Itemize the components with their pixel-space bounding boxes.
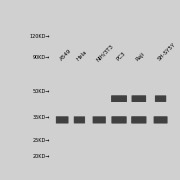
FancyBboxPatch shape (111, 95, 127, 102)
FancyBboxPatch shape (112, 96, 126, 101)
FancyBboxPatch shape (113, 118, 125, 122)
FancyBboxPatch shape (114, 98, 125, 100)
FancyBboxPatch shape (132, 117, 145, 123)
Text: A549: A549 (59, 48, 72, 62)
FancyBboxPatch shape (57, 117, 68, 123)
FancyBboxPatch shape (113, 118, 125, 122)
FancyBboxPatch shape (156, 96, 165, 101)
FancyBboxPatch shape (75, 118, 84, 122)
FancyBboxPatch shape (132, 96, 146, 102)
FancyBboxPatch shape (154, 116, 168, 123)
FancyBboxPatch shape (113, 97, 125, 101)
FancyBboxPatch shape (74, 117, 84, 123)
FancyBboxPatch shape (155, 96, 166, 102)
FancyBboxPatch shape (133, 118, 145, 122)
Text: 90KD→: 90KD→ (33, 55, 50, 60)
Text: 35KD→: 35KD→ (32, 115, 50, 120)
FancyBboxPatch shape (132, 96, 145, 101)
FancyBboxPatch shape (133, 97, 144, 101)
FancyBboxPatch shape (132, 96, 146, 102)
FancyBboxPatch shape (75, 119, 83, 121)
FancyBboxPatch shape (154, 117, 167, 123)
FancyBboxPatch shape (111, 96, 127, 102)
FancyBboxPatch shape (112, 96, 126, 101)
FancyBboxPatch shape (74, 117, 85, 123)
FancyBboxPatch shape (134, 119, 144, 121)
FancyBboxPatch shape (155, 96, 166, 102)
FancyBboxPatch shape (57, 118, 67, 122)
FancyBboxPatch shape (57, 118, 67, 122)
FancyBboxPatch shape (133, 96, 145, 101)
FancyBboxPatch shape (133, 117, 145, 122)
FancyBboxPatch shape (156, 119, 165, 121)
FancyBboxPatch shape (156, 97, 165, 101)
FancyBboxPatch shape (155, 118, 166, 122)
Text: 20KD→: 20KD→ (32, 154, 50, 159)
FancyBboxPatch shape (155, 118, 166, 122)
FancyBboxPatch shape (112, 117, 126, 123)
FancyBboxPatch shape (94, 118, 104, 122)
FancyBboxPatch shape (75, 117, 84, 123)
FancyBboxPatch shape (156, 96, 166, 101)
FancyBboxPatch shape (93, 117, 105, 123)
FancyBboxPatch shape (156, 97, 165, 101)
FancyBboxPatch shape (112, 117, 126, 123)
FancyBboxPatch shape (94, 117, 105, 123)
Text: SH-SY5Y: SH-SY5Y (157, 42, 177, 62)
FancyBboxPatch shape (132, 117, 146, 123)
FancyBboxPatch shape (93, 117, 106, 123)
FancyBboxPatch shape (131, 116, 147, 123)
FancyBboxPatch shape (75, 118, 84, 122)
FancyBboxPatch shape (57, 117, 67, 122)
FancyBboxPatch shape (134, 98, 144, 100)
FancyBboxPatch shape (74, 116, 85, 123)
FancyBboxPatch shape (93, 116, 106, 123)
FancyBboxPatch shape (74, 117, 85, 123)
Text: PC3: PC3 (116, 51, 127, 62)
Text: NIH/3T3: NIH/3T3 (96, 43, 115, 62)
FancyBboxPatch shape (112, 96, 125, 101)
Text: Raji: Raji (135, 51, 146, 62)
FancyBboxPatch shape (133, 96, 145, 101)
Text: 120KD→: 120KD→ (29, 34, 50, 39)
Text: Hela: Hela (76, 50, 88, 62)
FancyBboxPatch shape (56, 117, 68, 123)
FancyBboxPatch shape (75, 117, 84, 122)
FancyBboxPatch shape (56, 117, 68, 123)
Text: 50KD→: 50KD→ (32, 89, 50, 94)
FancyBboxPatch shape (157, 98, 165, 100)
Text: 25KD→: 25KD→ (32, 138, 50, 143)
FancyBboxPatch shape (114, 119, 124, 121)
FancyBboxPatch shape (112, 117, 125, 123)
FancyBboxPatch shape (57, 117, 68, 123)
FancyBboxPatch shape (113, 117, 125, 122)
FancyBboxPatch shape (155, 95, 166, 102)
FancyBboxPatch shape (56, 116, 68, 123)
FancyBboxPatch shape (132, 117, 146, 123)
FancyBboxPatch shape (155, 117, 166, 122)
FancyBboxPatch shape (154, 117, 167, 123)
FancyBboxPatch shape (95, 119, 104, 121)
FancyBboxPatch shape (58, 119, 67, 121)
FancyBboxPatch shape (113, 97, 125, 101)
FancyBboxPatch shape (154, 117, 167, 123)
FancyBboxPatch shape (94, 117, 105, 122)
FancyBboxPatch shape (112, 117, 126, 123)
FancyBboxPatch shape (111, 116, 127, 123)
FancyBboxPatch shape (133, 118, 145, 122)
FancyBboxPatch shape (155, 117, 166, 123)
FancyBboxPatch shape (94, 118, 104, 122)
FancyBboxPatch shape (132, 117, 146, 123)
FancyBboxPatch shape (132, 95, 146, 102)
FancyBboxPatch shape (133, 97, 145, 101)
FancyBboxPatch shape (156, 96, 165, 101)
FancyBboxPatch shape (93, 117, 105, 123)
FancyBboxPatch shape (112, 96, 126, 102)
